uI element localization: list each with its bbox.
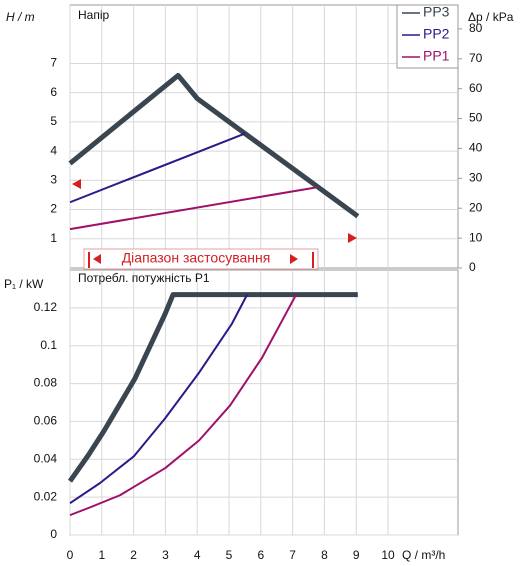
- x-tick-label: 10: [381, 548, 395, 562]
- series-line: [69, 186, 317, 231]
- marks: [67, 72, 360, 517]
- y2-tick-label: 50: [469, 111, 483, 125]
- grid: [69, 5, 458, 536]
- x-tick-label: 8: [321, 548, 328, 562]
- x-tick-label: 4: [194, 548, 201, 562]
- y-tick-label: 0.1: [40, 338, 57, 352]
- y-axis-title: H / m: [6, 10, 35, 24]
- y2-tick-label: 30: [469, 171, 483, 185]
- y-tick-label: 1: [50, 231, 57, 245]
- y2-tick-label: 60: [469, 81, 483, 95]
- x-tick-label: 3: [162, 548, 169, 562]
- marker-arrow: [72, 179, 81, 189]
- y-axis-title: P₁ / kW: [4, 277, 44, 291]
- y-tick-label: 0.12: [34, 300, 58, 314]
- y-tick-label: 2: [50, 202, 57, 216]
- x-axis-title: Q / m³/h: [402, 548, 445, 562]
- series-line: [69, 132, 246, 204]
- y-tick-label: 7: [50, 56, 57, 70]
- y2-tick-label: 10: [469, 230, 483, 244]
- y-tick-label: 0.02: [34, 489, 58, 503]
- x-tick-label: 1: [98, 548, 105, 562]
- x-tick-label: 2: [130, 548, 137, 562]
- x-tick-label: 5: [226, 548, 233, 562]
- y-tick-label: 6: [50, 85, 57, 99]
- y-tick-label: 0.06: [34, 414, 58, 428]
- y2-axis-title: Δp / kPa: [468, 10, 514, 24]
- series-line: [69, 294, 249, 505]
- y-tick-label: 0.08: [34, 376, 58, 390]
- y-tick-label: 0.04: [34, 451, 58, 465]
- legend-label: PP2: [423, 26, 450, 42]
- range-arrow: [93, 254, 101, 264]
- subtitle: Напір: [78, 8, 110, 22]
- legend: PP3 PP2 PP1: [396, 4, 459, 69]
- legend-label: PP3: [423, 4, 450, 20]
- range-annotation: Діапазон застосування: [83, 248, 319, 270]
- marker-arrow: [348, 233, 357, 243]
- y-tick-label: 5: [50, 114, 57, 128]
- range-arrow: [290, 254, 298, 264]
- y2-tick-label: 70: [469, 51, 483, 65]
- y2-tick-label: 40: [469, 141, 483, 155]
- y2-tick-label: 20: [469, 200, 483, 214]
- bottom-frame: [69, 269, 459, 536]
- series-line: [69, 294, 298, 517]
- series-line: [68, 72, 360, 219]
- x-tick-label: 6: [257, 548, 264, 562]
- x-tick-label: 9: [353, 548, 360, 562]
- y-tick-label: 0: [50, 527, 57, 541]
- y2-tick-label: 0: [469, 260, 476, 274]
- x-tick-label: 0: [67, 548, 74, 562]
- chart-title: Потребл. потужність P1: [78, 271, 210, 285]
- x-tick-label: 7: [289, 548, 296, 562]
- annotation: Діапазон застосування: [122, 250, 271, 266]
- annotation-box: [83, 248, 319, 270]
- series-line: [67, 292, 358, 483]
- y-tick-label: 3: [50, 173, 57, 187]
- legend-label: PP1: [423, 48, 450, 64]
- y2-tick-label: 80: [469, 21, 483, 35]
- y-tick-label: 4: [50, 143, 57, 157]
